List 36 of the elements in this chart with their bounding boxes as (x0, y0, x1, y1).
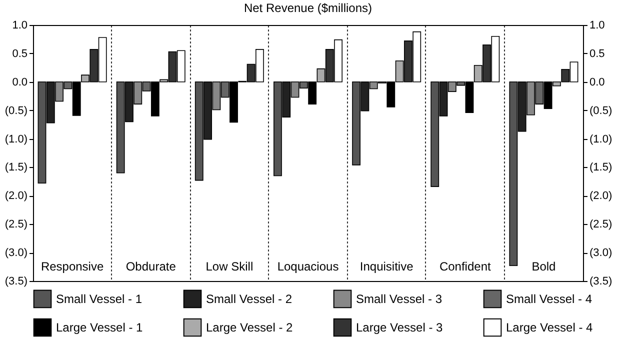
y2-tick-label: (2.0) (590, 190, 612, 202)
y2-tick-label: (2.5) (590, 218, 612, 231)
x-tick-label: Bold (532, 260, 556, 274)
y2-tick-label: (0.5) (590, 104, 612, 117)
y-tick-label: (3.0) (4, 247, 28, 260)
x-tick-label: Confident (439, 260, 492, 274)
x-tick-label: Loquacious (277, 260, 339, 274)
y2-tick-label: 0.5 (590, 48, 605, 60)
y2-tick-label: (3.0) (590, 247, 612, 260)
x-tick-label: Inquisitive (360, 260, 414, 274)
x-tick-label: Low Skill (206, 260, 254, 274)
y-tick-label: (1.5) (4, 162, 28, 174)
legend-label: Small Vessel - 4 (506, 292, 592, 306)
legend-label: Small Vessel - 1 (56, 292, 142, 306)
y-tick-label: 0.5 (12, 48, 28, 60)
y-tick-label: (2.0) (4, 190, 28, 202)
y-tick-label: (1.0) (4, 133, 28, 146)
y-tick-label: (3.5) (4, 276, 28, 288)
y2-tick-label: (1.0) (590, 133, 612, 146)
y-tick-label: 0.0 (12, 76, 28, 88)
legend-label: Large Vessel - 1 (56, 320, 144, 334)
y2-tick-label: 0.0 (590, 76, 605, 88)
legend-label: Large Vessel - 4 (506, 320, 594, 334)
x-tick-label: Responsive (40, 260, 104, 274)
y-tick-label: 1.0 (12, 20, 28, 32)
y-tick-label: (2.5) (4, 218, 28, 231)
y2-tick-label: 1.0 (590, 20, 605, 32)
y2-tick-label: (1.5) (590, 162, 612, 174)
x-tick-label: Obdurate (126, 260, 176, 274)
chart-title: Net Revenue ($millions) (244, 1, 372, 15)
y2-tick-label: (3.5) (590, 276, 612, 288)
legend-label: Large Vessel - 3 (356, 320, 444, 334)
legend-label: Small Vessel - 3 (356, 292, 442, 306)
legend-label: Large Vessel - 2 (206, 320, 294, 334)
legend-label: Small Vessel - 2 (206, 292, 292, 306)
y-tick-label: (0.5) (4, 104, 28, 117)
